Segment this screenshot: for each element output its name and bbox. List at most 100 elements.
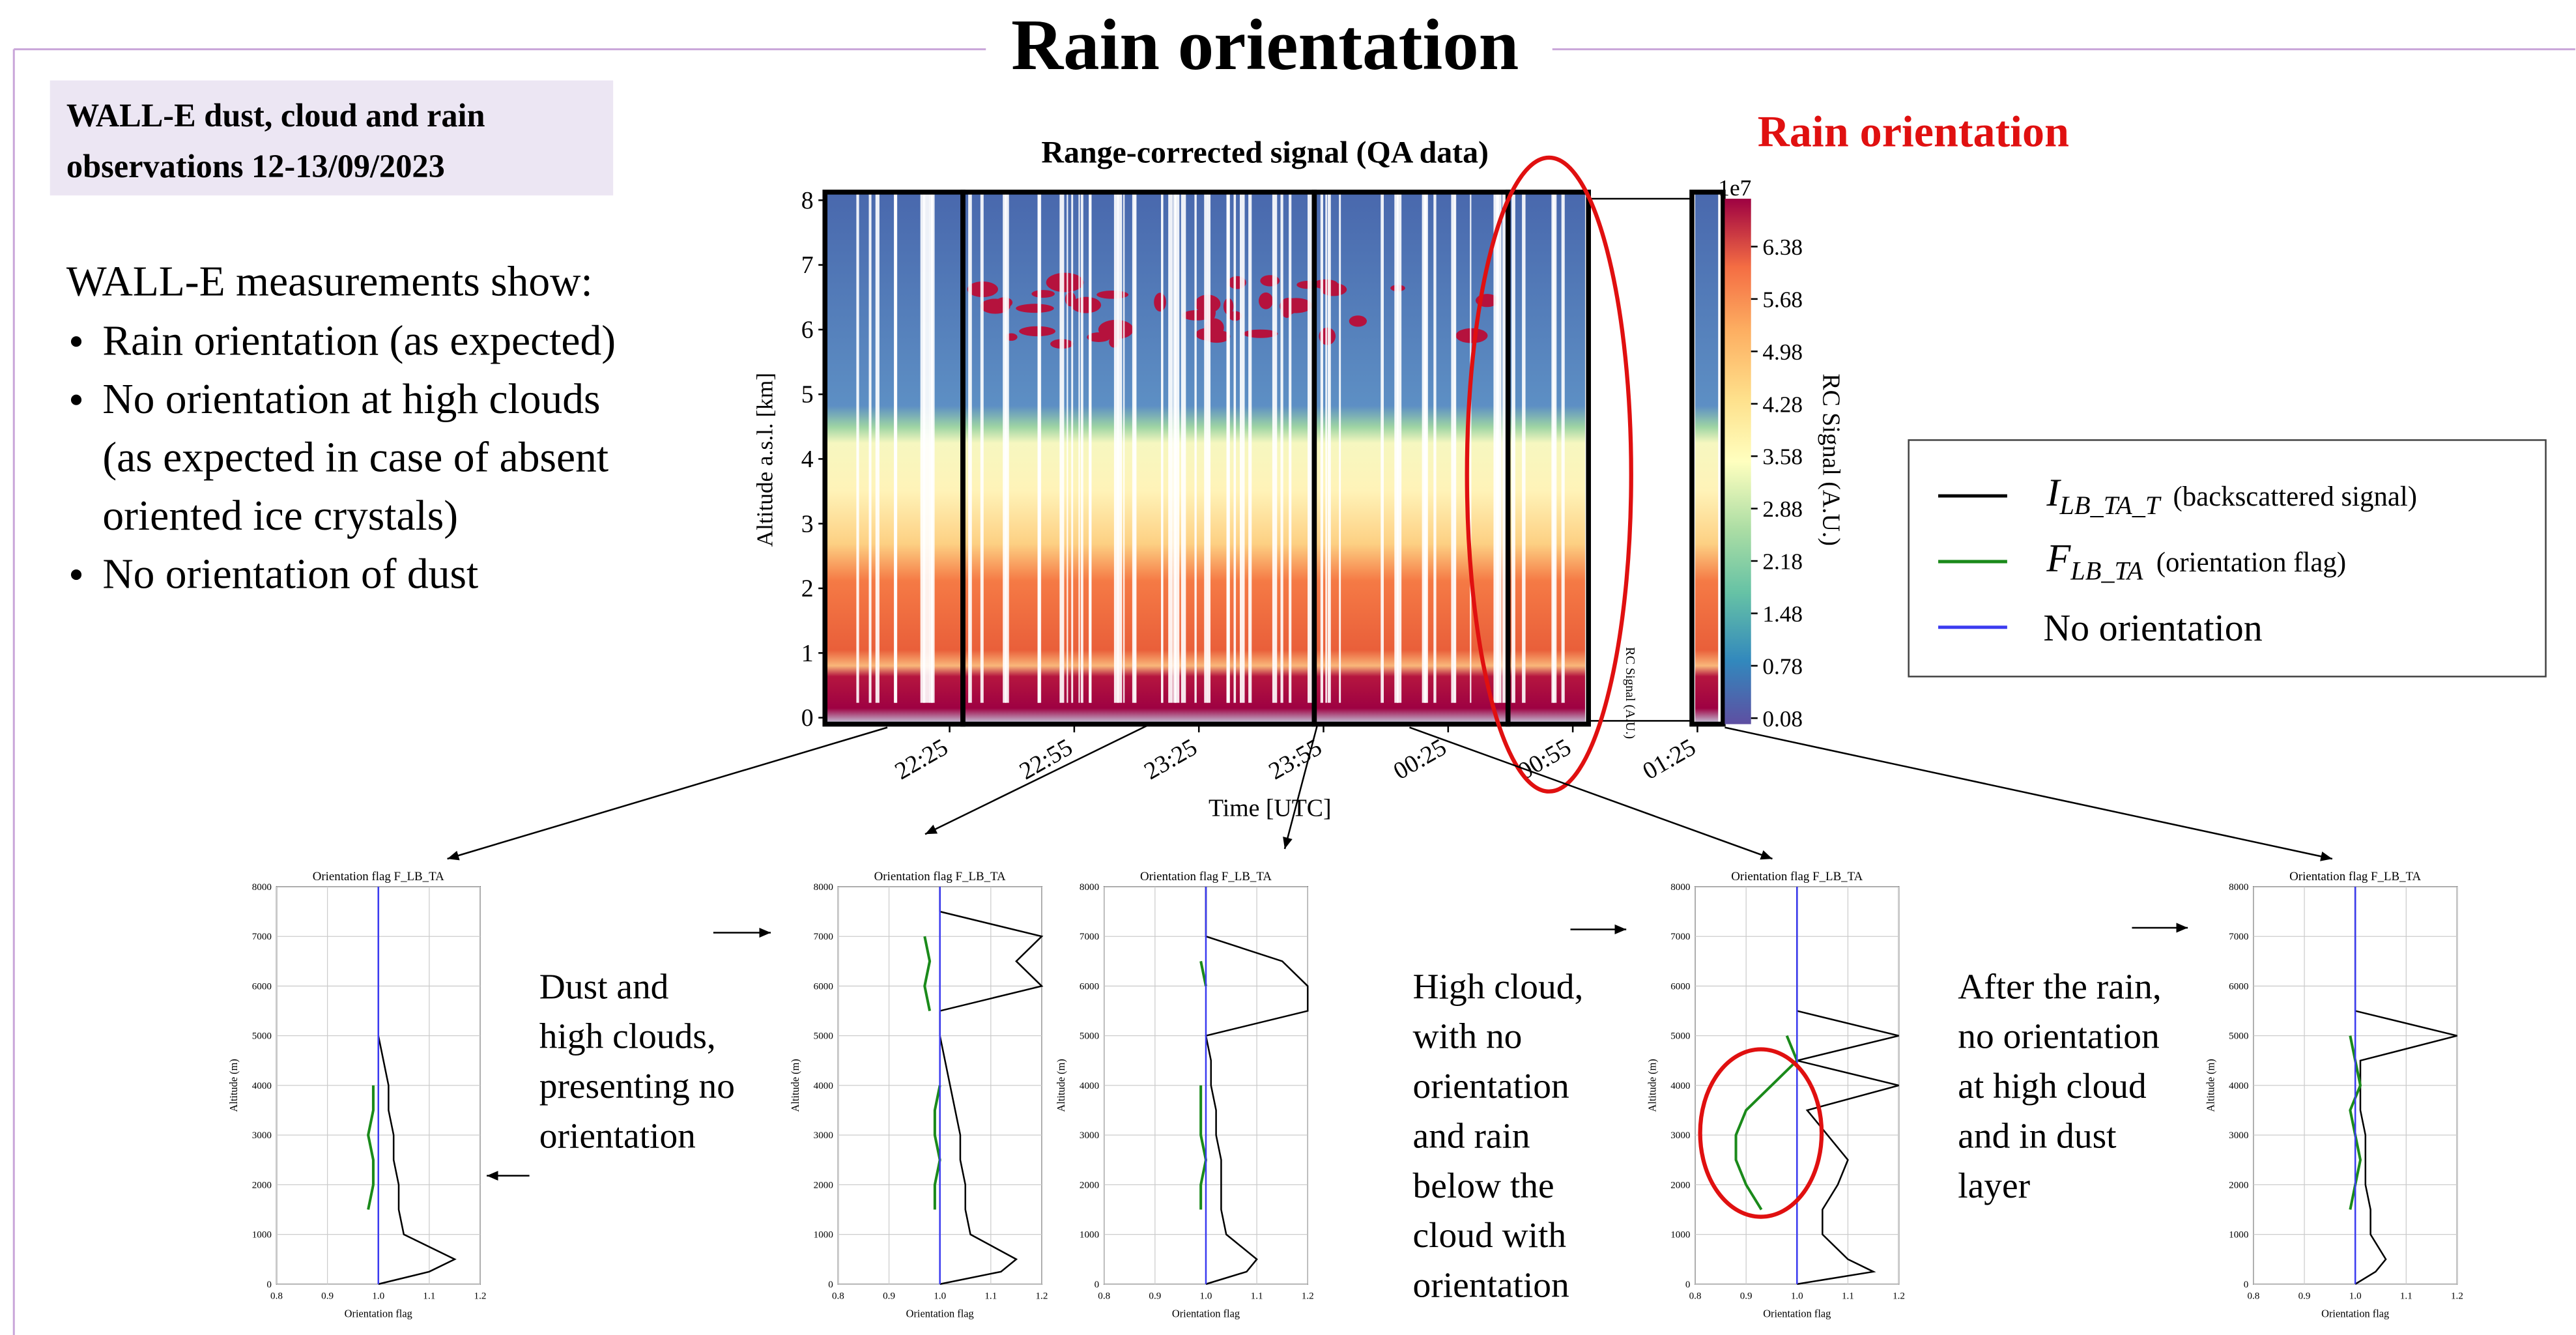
cloud-blob <box>1016 304 1053 313</box>
data-gap <box>1321 194 1323 702</box>
colorbar-tick-label: 0.78 <box>1762 653 1803 679</box>
y-tick-label: 7000 <box>1080 932 1099 942</box>
colorbar-tick-label: 4.28 <box>1762 392 1803 417</box>
data-gap <box>1003 194 1006 702</box>
x-tick-label: 1.0 <box>1791 1291 1803 1302</box>
y-axis-label: Altitude (m) <box>2204 1059 2216 1112</box>
x-tick-label: 1.1 <box>984 1291 997 1302</box>
data-gap <box>1553 194 1556 702</box>
y-tick-label: 0 <box>1095 1280 1100 1290</box>
x-axis-label: Orientation flag <box>345 1307 412 1319</box>
x-tick-label: 01:25 <box>1638 734 1700 785</box>
y-tick-label: 0 <box>801 704 814 732</box>
y-tick-label: 6000 <box>814 981 833 992</box>
plot-title: Orientation flag F_LB_TA <box>2289 870 2421 883</box>
y-axis-label: Altitude (m) <box>1055 1059 1067 1112</box>
colorbar-tick-label: 2.18 <box>1762 549 1803 575</box>
intro: WALL-E measurements show: <box>66 259 593 306</box>
cloud-blob <box>1065 292 1076 306</box>
y-tick-label: 2000 <box>1080 1180 1099 1190</box>
y-axis-label: Altitude (m) <box>227 1059 240 1112</box>
y-tick-label: 7000 <box>2229 932 2248 942</box>
note-text: orientation <box>1413 1265 1569 1305</box>
bullet-text: No orientation at high clouds <box>102 376 600 423</box>
note-text: below the <box>1413 1166 1554 1205</box>
y-tick-label: 4000 <box>1080 1081 1099 1091</box>
y-tick-label: 1000 <box>252 1230 272 1241</box>
y-tick-label: 5000 <box>252 1031 272 1042</box>
data-gap <box>1325 194 1327 702</box>
data-gap <box>1511 194 1515 702</box>
x-tick-label: 00:25 <box>1389 734 1452 785</box>
y-tick-label: 4 <box>801 446 814 473</box>
x-tick-label: 1.2 <box>1036 1291 1048 1302</box>
y-tick-label: 8000 <box>1670 882 1690 893</box>
y-tick-label: 0 <box>2244 1280 2249 1290</box>
x-tick-label: 0.9 <box>321 1291 334 1302</box>
data-gap <box>1240 194 1245 702</box>
y-tick-label: 1000 <box>2229 1230 2248 1241</box>
x-tick-label: 22:25 <box>891 734 953 785</box>
colorbar-tick-label: 4.98 <box>1762 339 1803 365</box>
data-gap <box>1181 194 1186 702</box>
y-tick-label: 3000 <box>1670 1130 1690 1141</box>
data-gap <box>1226 194 1229 702</box>
data-gap <box>1059 194 1064 702</box>
note-text: High cloud, <box>1413 966 1584 1006</box>
colorbar-multiplier: 1e7 <box>1718 175 1751 201</box>
x-tick-label: 23:25 <box>1139 734 1202 785</box>
data-gap <box>1280 194 1283 702</box>
y-tick-label: 8 <box>801 187 814 214</box>
y-tick-label: 3000 <box>1080 1130 1099 1141</box>
x-tick-label: 0.9 <box>1149 1291 1161 1302</box>
data-gap <box>1339 194 1341 702</box>
data-gap <box>1289 194 1291 702</box>
data-gap <box>1562 194 1565 702</box>
note-text: After the rain, <box>1958 966 2161 1006</box>
x-tick-label: 1.1 <box>1842 1291 1854 1302</box>
x-tick-label: 0.8 <box>832 1291 844 1302</box>
heatmap-strip <box>1695 194 1718 724</box>
y-tick-label: 3000 <box>814 1130 833 1141</box>
y-tick-label: 2000 <box>814 1180 833 1190</box>
data-gap <box>1078 194 1080 702</box>
y-tick-label: 5000 <box>1670 1031 1690 1042</box>
x-tick-label: 22:55 <box>1015 734 1078 785</box>
y-tick-label: 8000 <box>2229 882 2248 893</box>
note-text: at high cloud <box>1958 1066 2147 1106</box>
note-text: orientation <box>539 1115 696 1155</box>
data-gap <box>1066 194 1068 702</box>
data-gap <box>1071 194 1073 702</box>
slide-title: Rain orientation <box>1011 5 1519 85</box>
data-gap <box>1308 194 1312 702</box>
data-gap <box>1497 194 1502 702</box>
y-tick-label: 5000 <box>814 1031 833 1042</box>
data-gap <box>1397 194 1401 702</box>
y-tick-label: 1 <box>801 640 814 667</box>
slide: Rain orientation WALL-E dust, cloud and … <box>0 0 2576 1335</box>
data-gap <box>1493 194 1497 702</box>
x-tick-label: 1.2 <box>474 1291 487 1302</box>
x-tick-label: 1.1 <box>1251 1291 1263 1302</box>
y-tick-label: 5 <box>801 381 814 409</box>
y-tick-label: 8000 <box>814 882 833 893</box>
x-tick-label: 1.1 <box>423 1291 435 1302</box>
y-tick-label: 4000 <box>814 1081 833 1091</box>
box-line: observations 12-13/09/2023 <box>66 148 445 184</box>
y-tick-label: 8000 <box>1080 882 1099 893</box>
legend-note: (backscattered signal) <box>2173 481 2418 512</box>
note-text: with no <box>1413 1016 1523 1056</box>
plot-title: Orientation flag F_LB_TA <box>1140 870 1272 883</box>
data-gap <box>895 194 897 702</box>
y-tick-label: 7000 <box>1670 932 1690 942</box>
x-axis-label: Orientation flag <box>2321 1307 2389 1319</box>
x-tick-label: 0.8 <box>1689 1291 1702 1302</box>
data-gap <box>1248 194 1252 702</box>
data-gap <box>876 194 880 702</box>
y-tick-label: 6 <box>801 316 814 343</box>
y-tick-label: 1000 <box>1080 1230 1099 1241</box>
note-text: layer <box>1958 1166 2030 1205</box>
bullet-text: (as expected in case of absent <box>102 434 608 481</box>
x-tick-label: 0.8 <box>1098 1291 1110 1302</box>
cloud-blob <box>1031 290 1055 298</box>
